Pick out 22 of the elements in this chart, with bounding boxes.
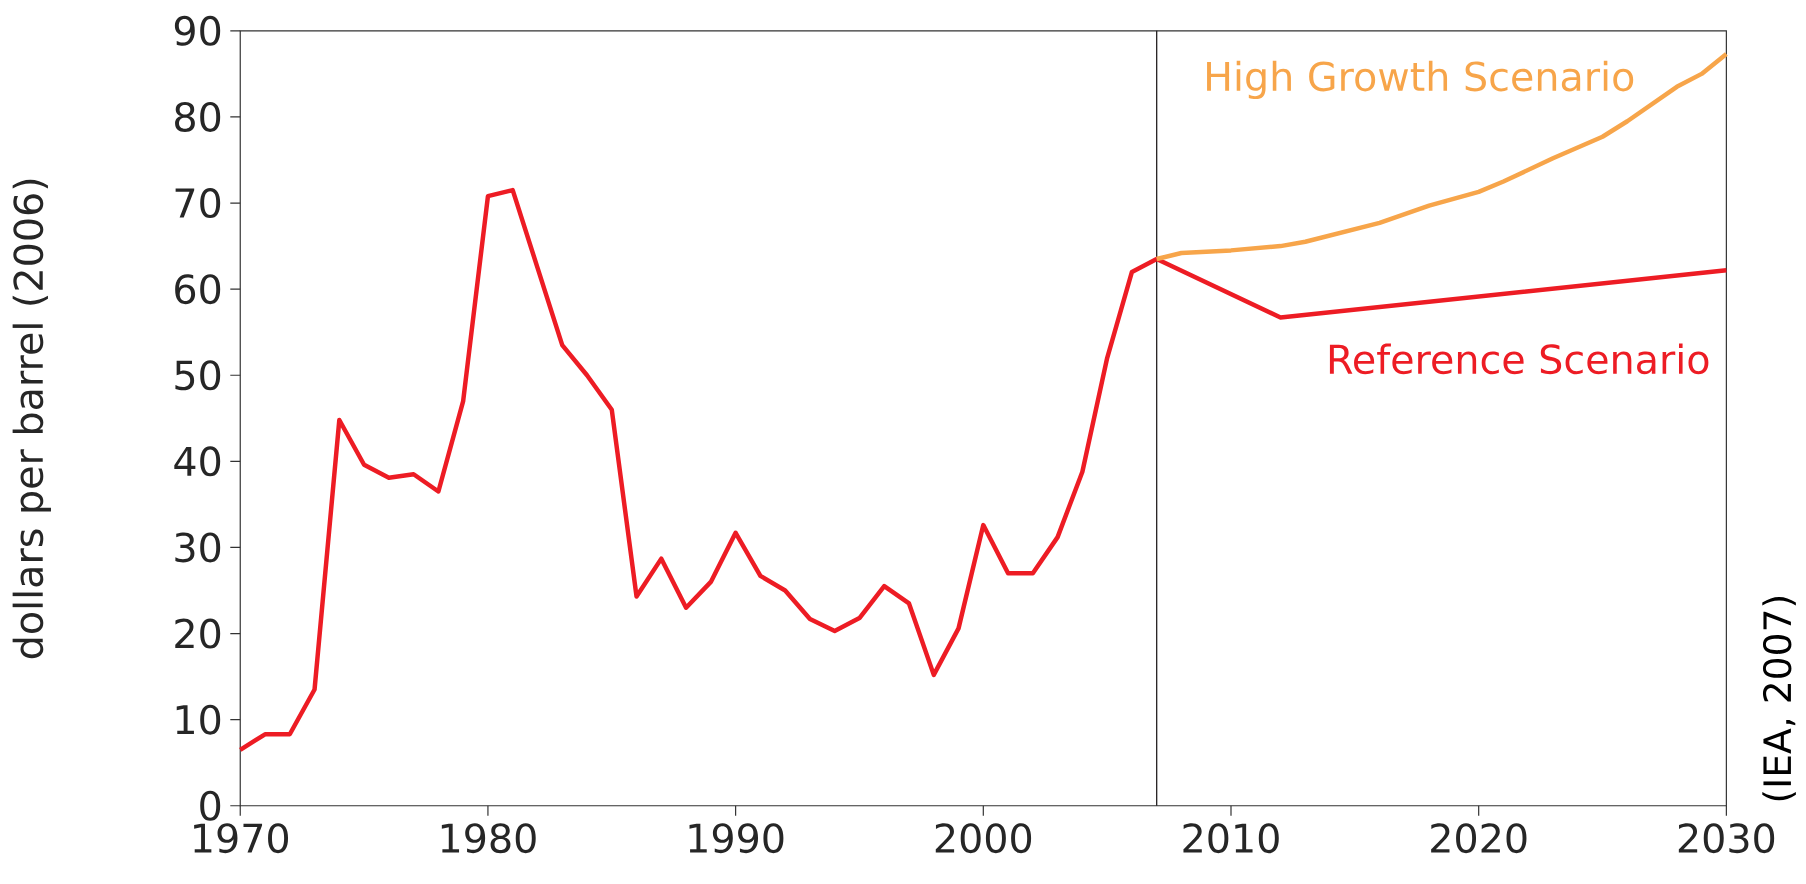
x-tick-label: 2030 [1678,823,1775,853]
y-tick-label: 20 [175,618,221,649]
x-tick-label: 2020 [1431,823,1527,853]
y-tick-label: 0 [200,790,221,821]
y-tick-label: 30 [175,532,221,563]
x-tick-label: 1970 [194,823,289,853]
y-tick-label: 60 [175,273,221,304]
y-axis-title: dollars per barrel (2006) [12,179,51,658]
y-tick-label: 90 [174,15,221,46]
line-series [238,187,1729,752]
y-tick-label: 50 [175,360,221,391]
series-label: High Growth Scenario [1207,60,1634,99]
series-label: Reference Scenario [1329,343,1709,375]
y-tick-label: 40 [174,446,221,477]
text: (IEA, 2007) [1762,596,1796,801]
y-tick-label: 80 [175,101,221,132]
x-tick-label: 1980 [441,823,536,853]
y-tick-label: 10 [176,704,221,735]
x-tick-label: 1990 [689,823,784,853]
x-tick-label: 2000 [935,823,1032,853]
y-tick-label: 70 [175,187,221,218]
x-tick-label: 2010 [1183,823,1279,853]
